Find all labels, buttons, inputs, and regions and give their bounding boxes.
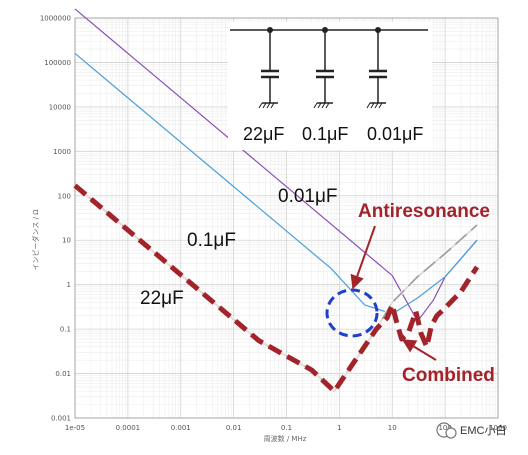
x-tick-label: 1000: [489, 424, 507, 432]
x-tick-label: 0.01: [226, 424, 242, 432]
x-tick-label: 0.001: [171, 424, 191, 432]
annotation-0-01uf: 0.01μF: [278, 186, 338, 207]
y-tick-label: 0.001: [51, 415, 71, 423]
y-tick-label: 100: [58, 192, 71, 200]
combined-arrow: [401, 339, 437, 361]
y-axis-label: インピーダンス / Ω: [31, 209, 40, 271]
y-tick-label: 100000: [44, 59, 71, 67]
y-tick-label: 1: [67, 281, 71, 289]
series-line-combined: [73, 183, 480, 394]
x-tick-label: 100: [438, 424, 451, 432]
inset-schematic: 22μF 0.1μF 0.01μF: [228, 22, 432, 150]
inset-capacitors: [258, 27, 387, 109]
capacitor-symbol: [366, 27, 387, 109]
y-tick-label: 1000000: [40, 15, 71, 23]
annotation-antiresonance: Antiresonance: [358, 201, 490, 222]
capacitor-symbol: [313, 27, 334, 109]
annotation-combined: Combined: [402, 365, 495, 386]
antiresonance-circle: [325, 288, 379, 338]
y-tick-label: 0.1: [60, 326, 71, 334]
y-tick-labels: 0.001 0.01 0.1 1 10 100 1000 10000 100000 1000000: [40, 15, 71, 423]
x-tick-label: 0.0001: [116, 424, 141, 432]
capacitor-symbol: [258, 27, 279, 109]
inset-background: [228, 22, 432, 150]
series-layer: [73, 8, 480, 394]
annotation-0-1uf: 0.1μF: [187, 230, 236, 251]
watermark: EMC小白: [436, 422, 506, 439]
watermark-text: EMC小白: [460, 423, 506, 437]
x-tick-label: 1: [337, 424, 341, 432]
x-axis-label: 周波数 / MHz: [264, 434, 307, 443]
inset-label-22uf: 22μF: [243, 124, 284, 144]
inset-label-01uf: 0.1μF: [302, 124, 348, 144]
x-tick-label: 0.1: [281, 424, 292, 432]
x-tick-label: 10: [388, 424, 397, 432]
inset-label-001uf: 0.01μF: [367, 124, 423, 144]
x-tick-labels: 1e-05 0.0001 0.001 0.01 0.1 1 10 100 1000: [65, 424, 507, 432]
annotation-22uf: 22μF: [140, 288, 184, 309]
series-line-22uf-overlay: [74, 184, 478, 393]
y-tick-label: 10000: [49, 103, 71, 111]
y-tick-label: 1000: [53, 148, 71, 156]
y-tick-label: 10: [62, 237, 71, 245]
y-tick-label: 0.01: [55, 370, 71, 378]
x-tick-label: 1e-05: [65, 424, 85, 432]
antiresonance-arrow: [350, 225, 376, 290]
wechat-bubble-icon: [445, 427, 457, 439]
plot-frame: [74, 17, 499, 419]
